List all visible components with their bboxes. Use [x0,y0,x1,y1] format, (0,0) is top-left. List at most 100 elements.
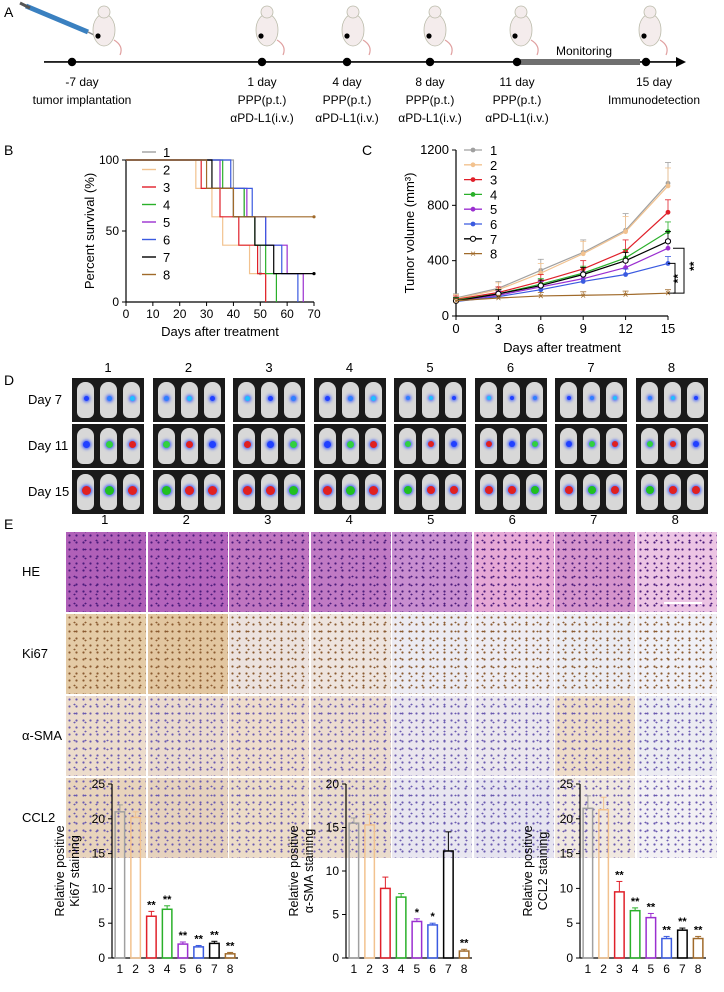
signal-spot [242,485,252,495]
timeline-day: 1 day [247,75,277,89]
significance-label: ** [147,899,156,911]
timeline-point [512,57,522,67]
bar-4 [395,896,407,959]
bioluminescence-image [313,424,386,468]
x-tick-label: 50 [254,307,268,321]
signal-spot [406,396,410,400]
histology-image [392,696,472,776]
signal-spot [83,395,89,401]
y-tick-label: 20 [92,812,106,826]
histology-image [229,778,309,858]
mouse-silhouette [445,474,462,510]
histology-image [555,532,635,612]
signal-spot [369,485,378,495]
significance-label: ** [210,929,219,941]
mouse-silhouette [284,474,301,510]
significance-label: * [430,911,435,923]
mouse-silhouette [560,428,577,464]
signal-spot [288,485,298,495]
bioluminescence-image [152,470,225,514]
mouse-silhouette [77,428,94,464]
timeline-point [342,57,352,67]
histology-image [147,696,228,776]
signal-spot [611,486,619,494]
signal-spot [530,486,539,494]
signal-spot [485,441,492,447]
x-tick-label: 6 [195,962,202,976]
timeline-day: 11 day [499,75,535,89]
legend-label: 1 [163,145,170,160]
y-tick-label: 0 [112,295,119,309]
mouse-silhouette [479,382,497,418]
histology-row-label: Ki67 [22,646,49,661]
x-tick-label: 20 [173,307,187,321]
signal-spot [451,441,457,447]
histology-image [310,778,391,858]
panel-label-b: B [4,142,14,158]
bioluminescence-image [635,378,708,422]
bioluminescence-image [152,378,225,422]
signal-spot [404,486,412,494]
bar-2 [364,824,376,959]
legend-label: 6 [490,217,497,232]
data-point: × [538,291,544,302]
signal-spot [243,440,251,448]
mouse-silhouette [422,474,439,510]
y-tick-label: 400 [427,253,449,268]
signal-spot [162,485,171,495]
bioluminescence-image [474,470,547,514]
signal-spot [613,396,617,400]
signal-spot [244,395,250,401]
signal-spot [348,395,353,401]
x-axis-label: Days after treatment [503,340,621,355]
mouse-silhouette [318,382,336,418]
mouse-silhouette [123,382,140,418]
mouse-silhouette [422,382,439,418]
data-point [580,251,586,257]
x-tick-label: 1 [351,962,358,976]
mouse-silhouette [123,474,140,510]
timeline-line2: αPD-L1(i.v.) [485,111,549,125]
data-point: × [623,290,629,301]
signal-spot [129,395,135,401]
mouse-silhouette [157,474,175,510]
bioluminescence-image [72,378,144,422]
timeline-line2: αPD-L1(i.v.) [398,111,462,125]
bioluminescence-image [394,470,466,514]
mouse-silhouette [399,474,416,510]
mouse-silhouette [663,474,681,510]
mouse-silhouette [640,382,658,418]
volume-line-8 [455,292,669,302]
svg-text:×: × [470,249,476,260]
signal-spot [265,485,275,495]
bioluminescence-image [474,424,547,468]
panel-label-e: E [4,516,14,532]
mouse-silhouette [583,428,600,464]
mouse-silhouette [157,428,175,464]
y-tick-label: 5 [332,908,339,922]
mouse-silhouette [157,382,175,418]
mouse-silhouette [77,382,94,418]
significance-bracket [668,262,676,294]
y-tick-label: 0 [332,951,339,965]
bar-8 [458,950,470,959]
histology-image [66,696,146,776]
y-tick-label: 25 [92,777,106,791]
histology-image [473,614,554,694]
histology-image [473,778,554,858]
signal-spot [590,396,594,400]
y-tick-label: 10 [326,864,340,878]
signal-spot [531,441,538,447]
histology-image [66,532,146,612]
timeline-line1: PPP(p.t.) [492,93,542,107]
histology-group-label: 4 [345,512,353,527]
signal-spot [105,440,113,448]
legend-label: 2 [490,158,497,173]
significance-label: ** [631,896,640,908]
signal-spot [645,486,654,494]
signal-spot [325,395,330,401]
histology-image [147,614,228,694]
imaging-group-label: 7 [587,360,595,375]
mouse-icon [255,5,285,56]
